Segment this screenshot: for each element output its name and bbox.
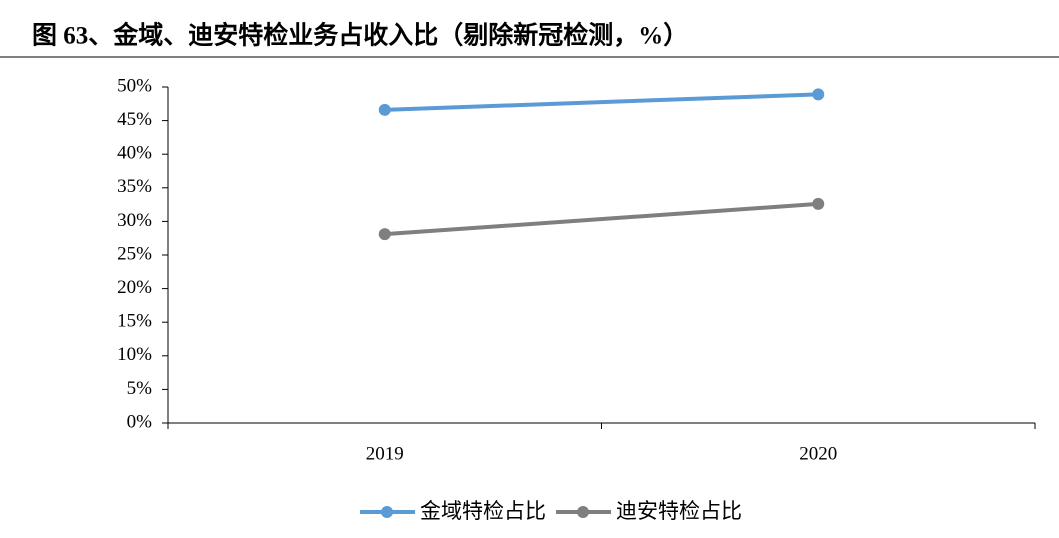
y-tick-label: 35% [117, 176, 152, 197]
chart-title: 图 63、金域、迪安特检业务占收入比（剔除新冠检测，%） [32, 21, 688, 50]
y-tick-label: 20% [117, 277, 152, 298]
y-tick-label: 0% [127, 411, 153, 432]
x-tick-label: 2020 [799, 443, 837, 464]
y-tick-label: 10% [117, 344, 152, 365]
y-tick-label: 25% [117, 243, 152, 264]
point [812, 197, 825, 210]
legend-label: 迪安特检占比 [616, 499, 742, 523]
y-tick-label: 40% [117, 143, 152, 164]
point [378, 103, 391, 116]
legend-marker [577, 506, 589, 518]
y-tick-label: 30% [117, 210, 152, 231]
point [812, 88, 825, 101]
y-tick-label: 15% [117, 311, 152, 332]
y-tick-label: 45% [117, 109, 152, 130]
y-tick-label: 50% [117, 75, 152, 96]
y-tick-label: 5% [127, 378, 153, 399]
series-line [384, 92, 819, 112]
point [378, 228, 391, 241]
x-tick-label: 2019 [366, 443, 404, 464]
legend-marker [381, 506, 393, 518]
series-line [384, 201, 819, 237]
legend-label: 金域特检占比 [420, 499, 546, 523]
